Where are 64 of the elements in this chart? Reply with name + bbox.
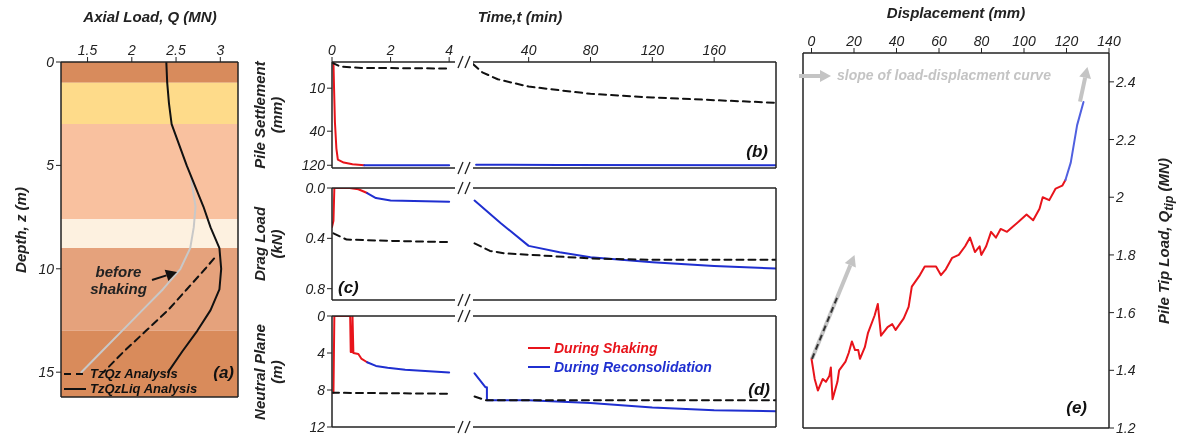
- x-tick-label: 80: [973, 33, 990, 49]
- x-tick-label: 2: [385, 42, 395, 58]
- line-series: [366, 192, 451, 203]
- line-series: [1064, 101, 1085, 181]
- line-series: [810, 178, 1067, 401]
- x-tick-label: 120: [1054, 33, 1079, 49]
- y-tick-label: 15: [38, 364, 55, 381]
- y-tick-label: 0: [46, 53, 55, 70]
- legend-label: TzQz Analysis: [90, 366, 178, 381]
- legend-label: During Reconsolidation: [554, 358, 712, 375]
- x-tick-label: 40: [888, 33, 905, 49]
- x-tick-label: 2: [126, 42, 136, 58]
- y-tick-label: 0.0: [305, 179, 326, 196]
- y-tick-label: 10: [309, 80, 326, 97]
- x-axis-title: Time,t (min): [477, 7, 563, 25]
- annotation: (b): [746, 142, 768, 161]
- y-tick-label: 0: [317, 307, 326, 324]
- line-series: [332, 316, 369, 394]
- x-tick-label: 20: [845, 33, 862, 49]
- x-tick-label: 120: [640, 42, 665, 58]
- y-tick-label: 40: [309, 123, 326, 140]
- x-tick-label: 4: [445, 42, 454, 58]
- x-tick-label: 40: [520, 42, 537, 58]
- annotation: (a): [213, 363, 234, 382]
- y-tick-label: 0.8: [305, 280, 326, 297]
- y-tick-label: 1.2: [1116, 419, 1136, 436]
- x-tick-label: 160: [702, 42, 727, 58]
- y-axis-title: Neutral Plane (m): [251, 323, 285, 420]
- annotation: (d): [748, 380, 770, 399]
- x-tick-label: 140: [1097, 33, 1121, 49]
- y-tick-label: 2: [1115, 189, 1124, 206]
- y-axis-title: Drag Load (kN): [251, 206, 285, 282]
- annotation: slope of load-displacment curve: [837, 67, 1051, 83]
- y-tick-label: 12: [309, 418, 326, 435]
- x-axis-title: Axial Load, Q (MN): [83, 7, 217, 25]
- annotation: (e): [1066, 398, 1087, 417]
- y-tick-label: 2.4: [1115, 73, 1136, 90]
- x-tick-label: 3: [216, 42, 225, 58]
- y-tick-label: 4: [317, 344, 326, 361]
- x-tick-label: 1.5: [77, 42, 98, 58]
- line-series: [332, 232, 451, 244]
- x-tick-label: 0: [807, 33, 816, 49]
- y-tick-label: 120: [301, 157, 326, 174]
- x-tick-label: 100: [1012, 33, 1036, 49]
- x-tick-label: 60: [931, 33, 947, 49]
- y-tick-label: 0.4: [305, 230, 326, 247]
- y-tick-label: 1.4: [1116, 362, 1136, 379]
- x-tick-label: 2.5: [165, 42, 186, 58]
- y-tick-label: 5: [46, 157, 55, 174]
- legend-label: TzQzLiq Analysis: [90, 381, 198, 396]
- line-series: [366, 361, 451, 374]
- y-axis-title: Pile Settlement (mm): [251, 61, 285, 169]
- x-tick-label: 0: [328, 42, 337, 58]
- y-tick-label: 8: [317, 381, 326, 398]
- y-tick-label: 1.8: [1116, 246, 1136, 263]
- y-tick-label: 10: [38, 260, 55, 277]
- y-axis-title: Depth, z (m): [11, 186, 29, 273]
- y-tick-label: 1.6: [1116, 304, 1136, 321]
- x-tick-label: 80: [582, 42, 599, 58]
- annotation: before shaking: [89, 262, 148, 297]
- legend-label: During Shaking: [554, 339, 658, 356]
- annotation: (c): [338, 278, 359, 297]
- y-tick-label: 2.2: [1115, 131, 1136, 148]
- x-axis-title: Displacement (mm): [886, 3, 1026, 21]
